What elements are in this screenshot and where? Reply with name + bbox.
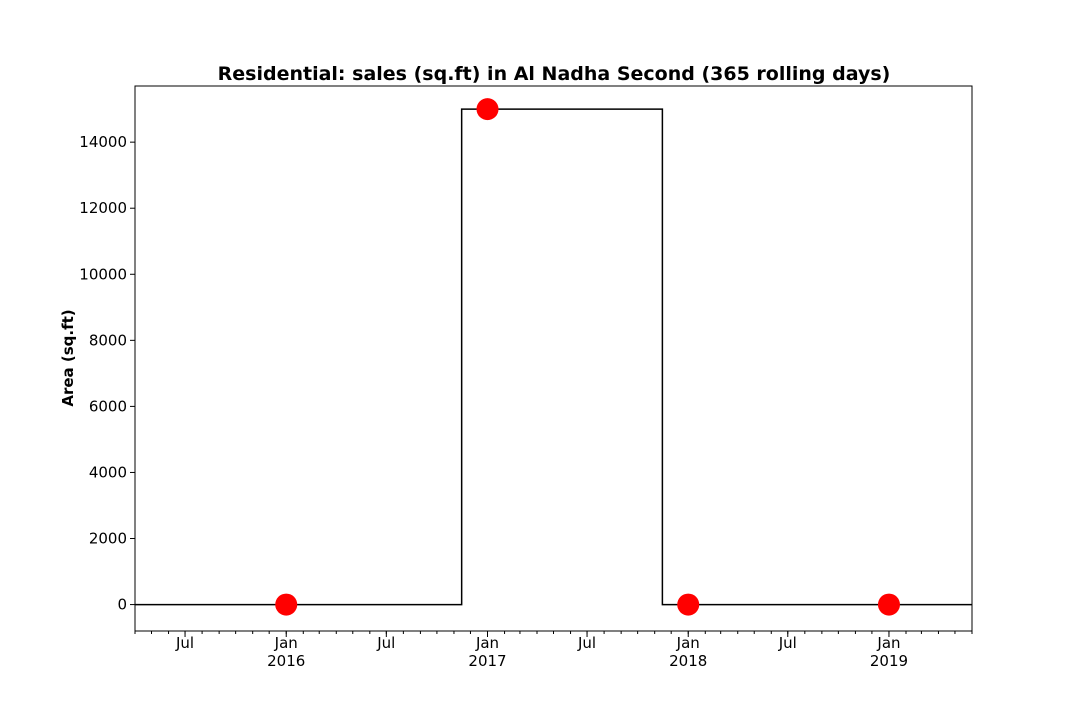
x-tick-year-label: 2019 <box>870 652 908 670</box>
y-tick-label: 14000 <box>79 133 127 151</box>
data-point <box>476 98 499 121</box>
x-tick-label: Jul <box>376 634 395 652</box>
y-tick-label: 0 <box>117 596 127 614</box>
data-point <box>677 593 700 616</box>
series-line <box>135 108 972 606</box>
x-tick-year-label: 2016 <box>267 652 305 670</box>
y-tick-label: 10000 <box>79 265 127 283</box>
y-tick-label: 6000 <box>89 397 127 415</box>
chart-title: Residential: sales (sq.ft) in Al Nadha S… <box>218 63 891 85</box>
x-tick-label: Jan <box>876 634 900 652</box>
x-tick-label: Jan <box>274 634 298 652</box>
x-tick-label: Jan <box>475 634 499 652</box>
x-tick-label: Jul <box>577 634 596 652</box>
x-tick-year-label: 2017 <box>468 652 506 670</box>
y-tick-label: 8000 <box>89 331 127 349</box>
x-tick-label: Jan <box>676 634 700 652</box>
y-axis-label: Area (sq.ft) <box>59 309 77 406</box>
x-tick-label: Jul <box>175 634 194 652</box>
x-tick-label: Jul <box>778 634 797 652</box>
x-tick-year-label: 2018 <box>669 652 707 670</box>
y-tick-label: 2000 <box>89 530 127 548</box>
y-tick-label: 12000 <box>79 199 127 217</box>
y-tick-label: 4000 <box>89 463 127 481</box>
data-point <box>275 593 298 616</box>
data-point <box>877 593 900 616</box>
plot-frame <box>134 85 973 632</box>
